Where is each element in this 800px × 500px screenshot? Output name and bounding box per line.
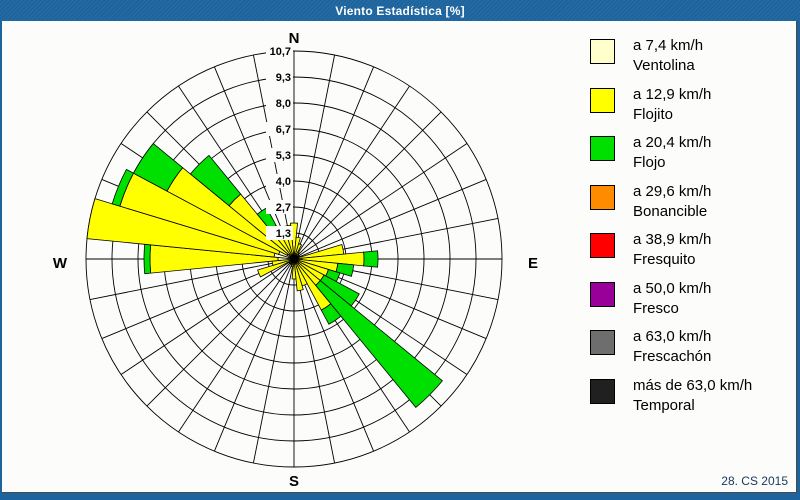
north-label: N: [289, 30, 300, 47]
legend-swatch: [590, 330, 615, 355]
legend-item: a 12,9 km/h Flojito: [590, 85, 752, 126]
legend-name-label: Fresquito: [633, 251, 696, 269]
wind-bars: [86, 142, 443, 408]
ring-label: 5,3: [276, 150, 291, 162]
compass-labels: N E S W: [53, 30, 538, 490]
legend-item: a 7,4 km/h Ventolina: [590, 36, 752, 77]
title-bar[interactable]: Viento Estadística [%]: [0, 0, 800, 21]
legend-speed-label: a 50,0 km/h: [633, 279, 712, 297]
legend-name-label: Bonancible: [633, 202, 708, 220]
legend-swatch: [590, 281, 615, 307]
legend-speed-label: más de 63,0 km/h: [633, 376, 753, 394]
rose-center-dot: [291, 256, 297, 262]
legend-speed-label: a 7,4 km/h: [633, 37, 704, 54]
legend-item: a 63,0 km/h Frescachón: [590, 327, 752, 368]
legend-speed-label: a 63,0 km/h: [633, 328, 712, 345]
legend-swatch: [590, 184, 615, 210]
wind-bar-segment: [320, 303, 342, 325]
ring-label: 2,7: [276, 202, 291, 214]
ring-label: 8,0: [276, 98, 291, 110]
legend: a 7,4 km/h Ventolina a 12,9 km/h Flojito a 2…: [590, 36, 752, 416]
legend-speed-label: a 29,6 km/h: [633, 182, 712, 200]
ring-label: 9,3: [276, 72, 291, 84]
legend-swatch: [590, 39, 615, 64]
legend-item: a 20,4 km/h Flojo: [590, 133, 752, 174]
legend-name-label: Fresco: [633, 299, 679, 317]
wind-rose: 1,3 2,7 4,0 5,3 6,7 8,0 9,3 10,7N E S W: [53, 30, 538, 490]
wind-bar-segment: [143, 243, 152, 275]
footer-text: 28. CS 2015: [721, 474, 788, 488]
ring-label: 10,7: [270, 46, 291, 58]
legend-name-label: Flojito: [633, 105, 674, 123]
wind-bar-segment: [315, 280, 443, 408]
wind-bar-segment: [132, 142, 184, 192]
legend-swatch: [590, 136, 615, 161]
ring-label: 6,7: [276, 124, 291, 136]
legend-swatch: [590, 378, 615, 404]
ring-labels: 1,3 2,7 4,0 5,3 6,7 8,0 9,3 10,7: [266, 44, 293, 240]
legend-item: más de 63,0 km/h Temporal: [590, 376, 752, 417]
ring-label: 1,3: [276, 228, 291, 240]
legend-name-label: Frescachón: [633, 348, 712, 366]
legend-item: a 29,6 km/h Bonancible: [590, 182, 752, 223]
wind-bar-segment: [363, 250, 379, 268]
wind-bar-segment: [86, 198, 276, 258]
legend-speed-label: a 38,9 km/h: [633, 231, 712, 248]
legend-name-label: Flojo: [633, 154, 666, 172]
window-title: Viento Estadística [%]: [335, 3, 465, 18]
legend-name-label: Temporal: [633, 396, 695, 414]
legend-name-label: Ventolina: [633, 57, 695, 75]
legend-swatch: [590, 87, 615, 113]
legend-swatch: [590, 233, 615, 258]
wind-bar-segment: [335, 262, 355, 277]
legend-item: a 38,9 km/h Fresquito: [590, 230, 752, 271]
wind-bar-segment: [189, 154, 242, 207]
east-label: E: [528, 255, 538, 272]
chart-panel: 1,3 2,7 4,0 5,3 6,7 8,0 9,3 10,7 N E S W a 7,4 km/h…: [2, 21, 797, 493]
ring-label: 4,0: [276, 176, 291, 188]
legend-item: a 50,0 km/h Fresco: [590, 279, 752, 320]
legend-speed-label: a 20,4 km/h: [633, 134, 712, 151]
south-label: S: [289, 473, 299, 490]
legend-speed-label: a 12,9 km/h: [633, 85, 712, 103]
west-label: W: [53, 255, 68, 272]
wind-bar-segment: [111, 168, 135, 207]
wind-bar-segment: [291, 258, 297, 280]
